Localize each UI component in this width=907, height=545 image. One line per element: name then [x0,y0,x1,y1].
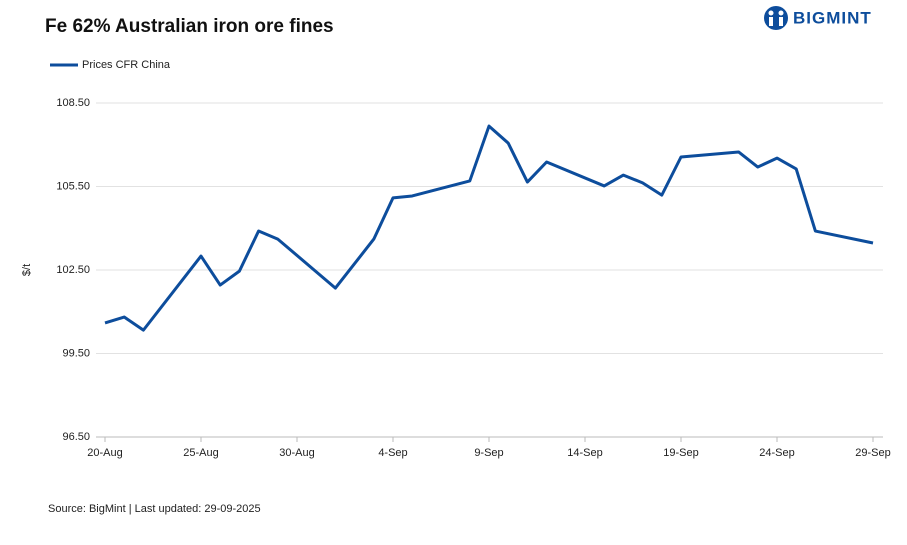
x-tick-label: 4-Sep [378,447,407,459]
x-tick-label: 29-Sep [855,447,890,459]
x-tick-label: 9-Sep [474,447,503,459]
x-tick-label: 14-Sep [567,447,602,459]
x-tick-label: 19-Sep [663,447,698,459]
y-tick-label: 105.50 [56,180,90,192]
y-tick-label: 99.50 [62,347,90,359]
y-tick-label: 102.50 [56,264,90,276]
x-tick-label: 20-Aug [87,447,122,459]
logo-icon [764,6,788,30]
x-tick-label: 24-Sep [759,447,794,459]
x-tick-label: 25-Aug [183,447,218,459]
y-axis-label: $/t [21,264,33,276]
line-series [104,124,874,332]
y-tick-label: 108.50 [56,97,90,109]
brand: BIGMINT [793,8,872,27]
source: Source: BigMint | Last updated: 29-09-20… [48,503,261,515]
x-tick-label: 30-Aug [279,447,314,459]
y-tick-label: 96.50 [62,431,90,443]
logo: BIGMINT [764,6,872,30]
chart-title: Fe 62% Australian iron ore fines [45,16,334,37]
legend-label: Prices CFR China [82,59,171,71]
